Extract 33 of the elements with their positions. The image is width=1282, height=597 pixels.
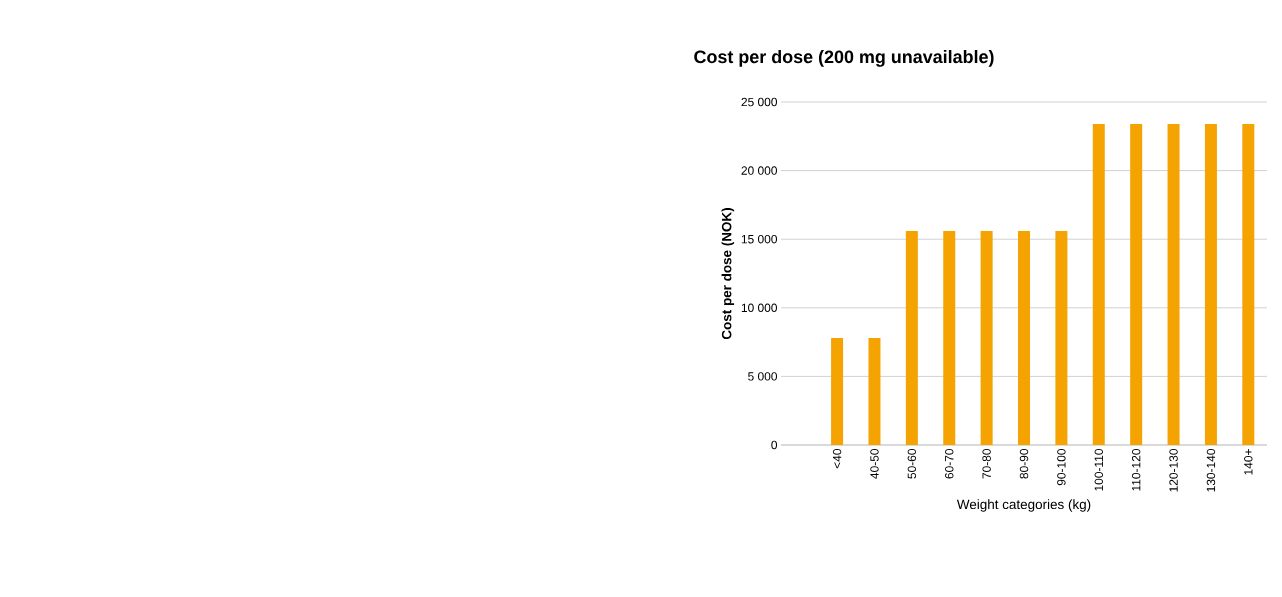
x-tick-label: 50-60 [907, 448, 917, 479]
bar [1242, 123, 1255, 445]
y-tick-label: 20 000 [741, 166, 778, 175]
bar [905, 230, 918, 445]
x-tick-label: 120-130 [1169, 448, 1178, 492]
y-tick-label: 10 000 [741, 303, 778, 313]
y-tick-label: 15 000 [741, 234, 778, 244]
bar [831, 337, 844, 445]
y-axis-title: Cost per dose (NOK) [721, 208, 735, 340]
chart-title: Cost per dose (200 mg unavailable) [694, 49, 994, 67]
bar [1018, 230, 1031, 445]
x-tick-label: 80-90 [1019, 448, 1029, 479]
bar [1055, 230, 1068, 445]
x-tick-label: 140+ [1244, 449, 1253, 475]
bar [1092, 123, 1105, 445]
y-tick-label: 5 000 [748, 372, 778, 381]
x-tick-label: 90-100 [1057, 448, 1066, 486]
bar [980, 230, 993, 445]
bar [1167, 123, 1180, 445]
bar [1204, 123, 1217, 445]
x-tick-label: 40-50 [870, 448, 879, 479]
bar [1130, 123, 1143, 445]
x-tick-label: 70-80 [982, 448, 991, 479]
bar [943, 230, 956, 445]
x-tick-label: 60-70 [945, 448, 954, 479]
x-tick-label: 110-120 [1131, 448, 1141, 491]
x-axis-title: Weight categories (kg) [956, 499, 1091, 512]
x-tick-label: 130-140 [1206, 448, 1216, 492]
bar [868, 337, 881, 445]
y-tick-label: 0 [771, 440, 778, 450]
x-tick-label: 100-110 [1094, 448, 1104, 491]
y-tick-label: 25 000 [741, 97, 778, 107]
x-tick-label: <40 [832, 448, 842, 469]
